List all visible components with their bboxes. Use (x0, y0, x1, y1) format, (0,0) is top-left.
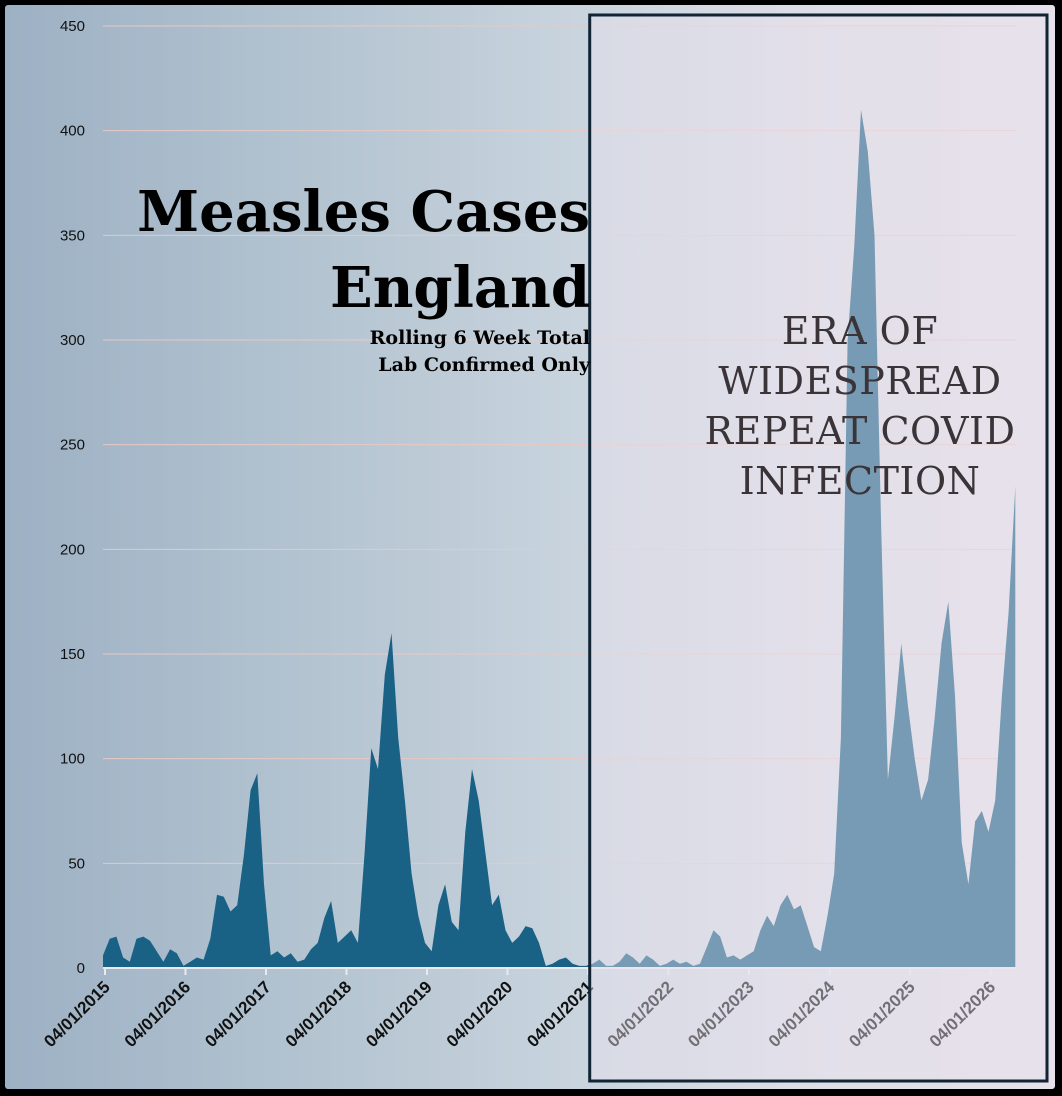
chart-title: Measles Cases England (137, 179, 590, 321)
area-series (102, 109, 1016, 968)
y-tick-label-100: 100 (60, 751, 85, 768)
y-tick-label-400: 400 (60, 123, 85, 140)
axes (103, 967, 1017, 975)
era-annotation-line-2: WIDESPREAD (718, 359, 1001, 403)
gridlines (103, 25, 1017, 864)
era-annotation: ERA OF WIDESPREAD REPEAT COVID INFECTION (705, 309, 1016, 503)
y-tick-label-350: 350 (60, 227, 85, 244)
chart-title-line-1: Measles Cases (137, 179, 590, 245)
x-tick-label-4: 04/01/2019 (362, 977, 436, 1051)
y-tick-label-300: 300 (60, 332, 85, 349)
x-tick-label-6: 04/01/2021 (523, 977, 597, 1051)
chart-title-line-2: England (330, 255, 590, 321)
x-tick-label-3: 04/01/2018 (282, 977, 356, 1051)
era-annotation-line-4: INFECTION (740, 459, 981, 503)
x-tick-label-0: 04/01/2015 (40, 977, 114, 1051)
era-annotation-line-3: REPEAT COVID (705, 409, 1016, 453)
y-tick-label-0: 0 (77, 960, 85, 977)
y-tick-label-200: 200 (60, 541, 85, 558)
chart-subtitle-line-1: Rolling 6 Week Total (370, 327, 590, 349)
era-annotation-line-1: ERA OF (782, 309, 938, 353)
y-tick-labels: 0 50 100 150 200 250 300 350 400 450 (60, 18, 85, 977)
y-tick-label-150: 150 (60, 646, 85, 663)
x-tick-label-5: 04/01/2020 (443, 977, 517, 1051)
y-tick-label-50: 50 (68, 855, 85, 872)
chart-frame: 0 50 100 150 200 250 300 350 400 450 04/01/2015 04… (5, 5, 1055, 1089)
x-tick-label-1: 04/01/2016 (121, 977, 195, 1051)
chart-subtitle: Rolling 6 Week Total Lab Confirmed Only (370, 327, 591, 376)
y-tick-label-250: 250 (60, 437, 85, 454)
covid-era-highlight-box (588, 13, 1049, 1083)
chart-subtitle-line-2: Lab Confirmed Only (378, 354, 591, 376)
y-tick-label-450: 450 (60, 18, 85, 35)
measles-area (103, 109, 1016, 968)
x-tick-label-2: 04/01/2017 (201, 977, 275, 1051)
